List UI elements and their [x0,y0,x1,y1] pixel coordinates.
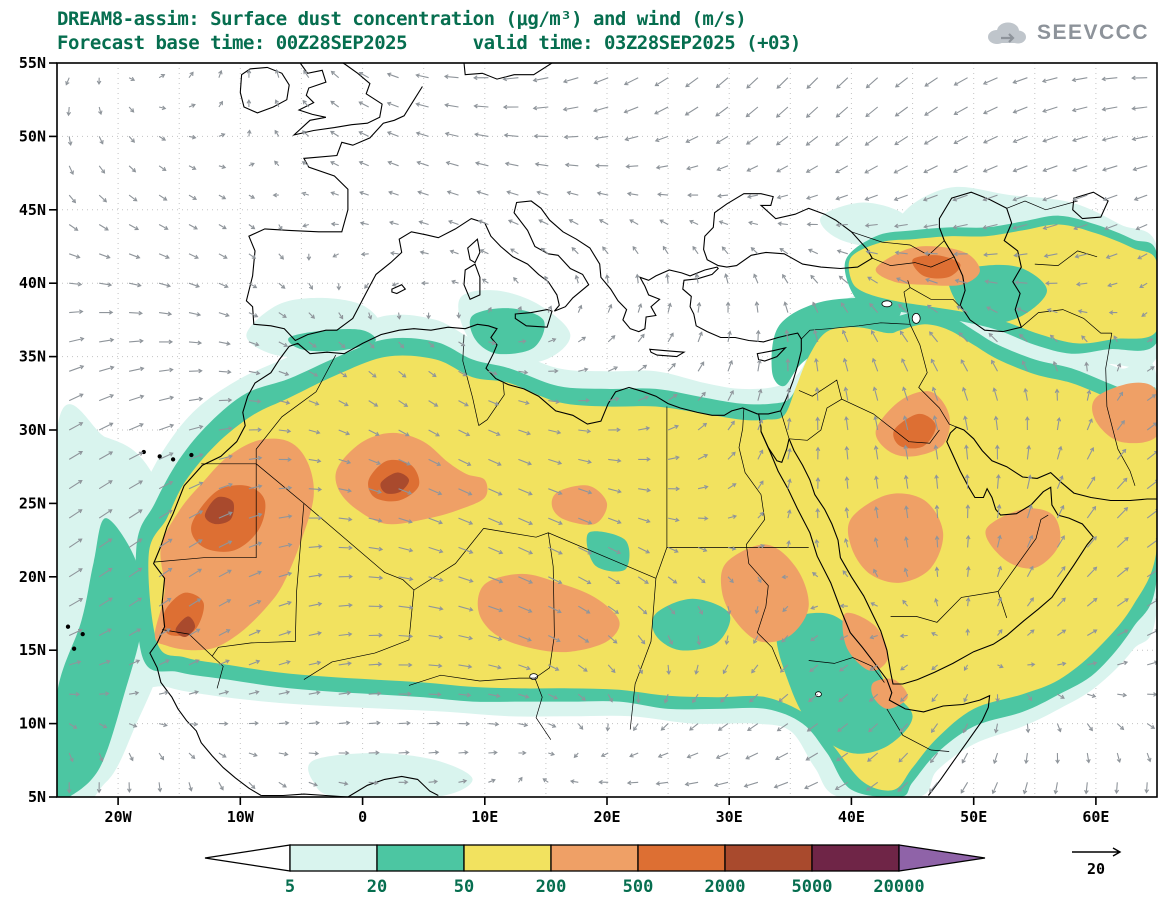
coastlines [65,63,1157,797]
dust-region-south-libya [551,485,608,525]
colorbar-segment [289,844,378,872]
wind-reference: 20 [1072,847,1122,878]
colorbar-segment [811,844,900,872]
colorbar-boundary-label: 50 [454,877,474,897]
lat-tick-label: 5N [28,788,46,806]
lat-tick-label: 40N [19,274,46,292]
lon-tick-label: 20W [105,808,133,826]
colorbar-boundary-label: 20000 [873,877,924,897]
lat-tick-label: 25N [19,494,46,512]
nile-river [738,407,783,671]
wind-arrows [65,68,1157,795]
dust-region-atlantic-strip [57,518,144,797]
dust-region-sudan-nile [720,544,809,643]
colorbar-boundary-label: 200 [536,877,567,897]
dust-region-oman-uae [985,508,1061,569]
dust-region-senegal-max [175,616,196,638]
lat-tick-label: 15N [19,641,46,659]
seevccc-logo: SEEVCCC [983,18,1149,48]
colorbar-left-arrow [204,844,291,872]
lat-tick-label: 35N [19,348,46,366]
lon-tick-label: 10W [227,808,255,826]
colorbar-segment [637,844,726,872]
colorbar-labels: 5 20 50 200 500 2000 5000 20000 [285,877,925,897]
dust-region-djibouti [871,678,908,709]
dust-region-arabia-core [893,413,936,449]
lat-tick-label: 30N [19,421,46,439]
lon-tick-label: 20E [593,808,620,826]
dust-concentration-field [57,186,1157,797]
colorbar-boundary-label: 2000 [705,877,746,897]
lon-tick-label: 10E [471,808,498,826]
colorbar-boundary-label: 5 [285,877,295,897]
dust-region-south-red-sea [842,612,889,672]
dust-region-sudan-inner [652,598,731,651]
dust-region-central-arabia [847,493,944,583]
cloud-icon [987,22,1026,44]
lat-tick-label: 10N [19,715,46,733]
chart-subtitle: Forecast base time: 00Z28SEP2025 valid t… [57,32,801,54]
lat-tick-label: 45N [19,201,46,219]
lat-tick-label: 55N [19,54,46,72]
dust-region-alboran [288,328,376,352]
axis-labels: 55N 50N 45N 40N 35N 30N 25N 20N 15N 10N 5N 20W 10W 0 1… [19,54,1110,826]
dust-region-niger-chad [477,573,620,653]
dust-region-caucasus-core [912,255,961,279]
dust-region-gulf-of-guinea-patch [308,753,473,797]
lon-tick-label: 40E [838,808,865,826]
colorbar-boundary-label: 5000 [792,877,833,897]
lon-tick-label: 0 [358,808,367,826]
dust-region-east-iran [1092,382,1157,444]
colorbar-boundary-label: 500 [623,877,654,897]
colorbar-segment [463,844,552,872]
colorbar-segment [724,844,813,872]
chart-title: DREAM8-assim: Surface dust concentration… [57,8,747,30]
lat-tick-label: 20N [19,568,46,586]
colorbar-segment [376,844,465,872]
dust-region-south-caspian-inner [948,264,1047,325]
lon-tick-label: 50E [960,808,987,826]
dust-region-libya-inner [586,531,630,572]
dust-region-mauritania-max [204,496,235,525]
dust-region-levant [771,297,902,387]
lon-tick-label: 30E [716,808,743,826]
colorbar-right-arrow [898,844,986,872]
dust-region-ethiopia-inner [776,612,913,754]
colorbar-boundary-label: 20 [367,877,387,897]
lon-tick-label: 60E [1082,808,1109,826]
wind-reference-label: 20 [1087,860,1105,878]
colorbar [204,844,986,872]
country-borders [153,200,1136,752]
logo-text: SEEVCCC [1036,21,1149,44]
colorbar-segment [550,844,639,872]
dust-region-algeria-max [380,472,410,494]
dust-region-sicily-strait [469,308,545,355]
lat-tick-label: 50N [19,127,46,145]
